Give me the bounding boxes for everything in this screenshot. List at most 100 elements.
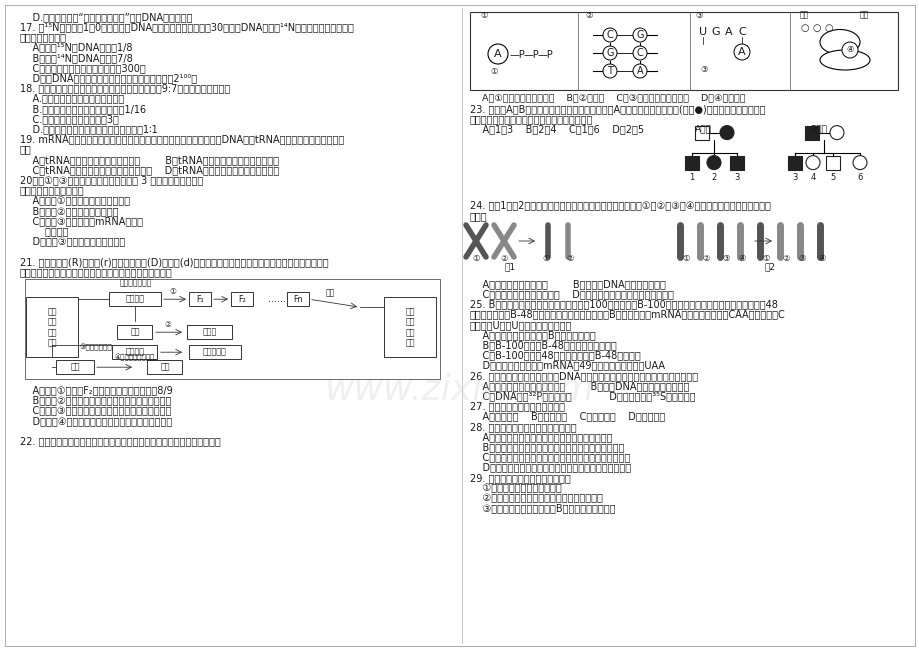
- Text: 28. 下列关于生物进化的说法正确的是: 28. 下列关于生物进化的说法正确的是: [470, 422, 576, 432]
- Text: 植株: 植株: [160, 363, 170, 372]
- Text: D．小肠细胞中编辑后mRNA的49位密码子是终止密码UAA: D．小肠细胞中编辑后mRNA的49位密码子是终止密码UAA: [470, 361, 664, 370]
- Text: 6: 6: [857, 173, 862, 182]
- Text: ①: ①: [681, 254, 688, 263]
- Text: ③胰岛素分泌增多对胰岛素B细胞分泌活动的影响: ③胰岛素分泌增多对胰岛素B细胞分泌活动的影响: [470, 503, 615, 514]
- Text: 向右移动: 向右移动: [20, 226, 68, 236]
- Text: A: A: [724, 27, 732, 37]
- Text: ②: ②: [781, 254, 789, 263]
- Bar: [470, 12, 897, 90]
- Text: D.仲代紫花植株的测交后代紫花：白花＝1∶1: D.仲代紫花植株的测交后代紫花：白花＝1∶1: [20, 124, 157, 134]
- Text: 20．图①～③分别表示人体细胞中发生的 3 种生物大分子的合成: 20．图①～③分别表示人体细胞中发生的 3 种生物大分子的合成: [20, 175, 203, 185]
- Text: ①: ①: [471, 254, 479, 263]
- Text: ①: ①: [169, 287, 176, 296]
- Text: A．①一腐嘉呤核糖核苷酸    B．②一腐苷    C．③一腐嘉呤脱氧核苷酸    D．④一腐嘉呤: A．①一腐嘉呤核糖核苷酸 B．②一腐苷 C．③一腐嘉呤脱氧核苷酸 D．④一腐嘉呤: [470, 93, 744, 102]
- Text: A．1和3    B．2和4    C．1和6    D．2和5: A．1和3 B．2和4 C．1和6 D．2和5: [470, 124, 643, 135]
- Text: G: G: [636, 30, 643, 40]
- Text: ①: ①: [541, 254, 550, 263]
- Text: Fn: Fn: [293, 295, 302, 304]
- Circle shape: [487, 44, 507, 64]
- Text: B．含有¹⁴N的DNA分子兠7/8: B．含有¹⁴N的DNA分子兠7/8: [20, 53, 132, 62]
- Text: 24. 下图1、图2表示某种生物的两种染色体行为示意图，其中①和②、③和④互为同源染色体，图两图所示: 24. 下图1、图2表示某种生物的两种染色体行为示意图，其中①和②、③和④互为同…: [470, 201, 770, 211]
- Text: 5: 5: [830, 173, 834, 182]
- Text: A．过程①发生的主要场所是细胞质: A．过程①发生的主要场所是细胞质: [20, 195, 130, 206]
- Text: A: A: [737, 47, 745, 57]
- Circle shape: [602, 28, 617, 42]
- Text: C．tRNA不是定转变，氨基酸不是定转变    D．tRNA不是定转变，氨基酸确定转变: C．tRNA不是定转变，氨基酸不是定转变 D．tRNA不是定转变，氨基酸确定转变: [20, 165, 279, 175]
- FancyBboxPatch shape: [147, 360, 182, 374]
- FancyBboxPatch shape: [188, 292, 210, 306]
- Text: ○: ○: [823, 23, 833, 33]
- Text: 26. 噬菌体侵染细菌试验证明登DNA是遗传物质，该试验成功的关键是由于噬菌体: 26. 噬菌体侵染细菌试验证明登DNA是遗传物质，该试验成功的关键是由于噬菌体: [470, 371, 698, 381]
- Text: 图1: 图1: [504, 262, 515, 271]
- Text: 过程，下列叙述正确的是: 过程，下列叙述正确的是: [20, 186, 85, 195]
- Text: 21. 番茂的抗病(R)对感病(r)为显性，高秆(D)对矮秆(d)为显性，两对等位基因独立遗传。现以下图所示的因: 21. 番茂的抗病(R)对感病(r)为显性，高秆(D)对矮秆(d)为显性，两对等…: [20, 256, 328, 267]
- Text: B．追食工业污染的铜锤伴侣细色基因频率确定向上升: B．追食工业污染的铜锤伴侣细色基因频率确定向上升: [470, 442, 624, 452]
- Text: 化是: 化是: [20, 145, 32, 154]
- Text: ①: ①: [480, 11, 487, 20]
- Circle shape: [829, 126, 843, 139]
- FancyBboxPatch shape: [231, 292, 253, 306]
- Text: F₂: F₂: [238, 295, 245, 304]
- Text: A．均为染色体结构变异        B．均涉双DNA链的断开和重接: A．均为染色体结构变异 B．均涉双DNA链的断开和重接: [470, 279, 665, 289]
- Text: 25. B基因在人肝脏细胞中的表达产物是含100个氨基酸的B-100蛋白，育在小肠细胞中的表达产物是癄48: 25. B基因在人肝脏细胞中的表达产物是含100个氨基酸的B-100蛋白，育在小…: [470, 299, 777, 309]
- Text: 叶肉细胞: 叶肉细胞: [125, 348, 144, 357]
- Text: 图2: 图2: [764, 262, 775, 271]
- Text: 单倍体: 单倍体: [203, 327, 217, 337]
- Text: 17. 用¹⁵N标记含有1 0个碑基对的DNA分子，其中有腐嘉呤〰30个，违DNA分子在¹⁴N的培育基中连续复制四: 17. 用¹⁵N标记含有1 0个碑基对的DNA分子，其中有腐嘉呤〰30个，违DN…: [20, 22, 354, 32]
- Text: A．过程①产生的F₂高秆抗病植株中杂合子兠8/9: A．过程①产生的F₂高秆抗病植株中杂合子兠8/9: [20, 385, 173, 395]
- FancyBboxPatch shape: [187, 326, 233, 339]
- Text: 19. mRNA上打算氨基酸的某个密码子的一个碑基发生替换，则识别违DNA子的tRNA及转运的氨基酸发生的变: 19. mRNA上打算氨基酸的某个密码子的一个碑基发生替换，则识别违DNA子的t…: [20, 134, 344, 145]
- Text: B．过程②常用确定浓度的秋水仙素处理单倍体种子: B．过程②常用确定浓度的秋水仙素处理单倍体种子: [20, 395, 171, 406]
- Text: 3: 3: [733, 173, 739, 182]
- Text: ②: ②: [701, 254, 709, 263]
- Text: 种育种方法猎取纯合高秆抗病番茂植株，下列叙述正确的是: 种育种方法猎取纯合高秆抗病番茂植株，下列叙述正确的是: [20, 267, 173, 277]
- Text: —P: —P: [524, 50, 539, 60]
- Ellipse shape: [819, 29, 859, 55]
- Text: 与纯合矮秆抗病: 与纯合矮秆抗病: [119, 278, 153, 287]
- Circle shape: [632, 46, 646, 60]
- Text: G: G: [711, 27, 720, 37]
- Text: C: C: [737, 27, 745, 37]
- Ellipse shape: [819, 50, 869, 70]
- Text: 27. 生态系统多样性形成的缘由是: 27. 生态系统多样性形成的缘由是: [470, 402, 564, 411]
- Circle shape: [602, 64, 617, 78]
- Text: 种子: 种子: [70, 363, 80, 372]
- Text: 缘由调换了一个孩子，请确定调换的两个孩子是: 缘由调换了一个孩子，请确定调换的两个孩子是: [470, 115, 593, 124]
- Text: —P: —P: [538, 50, 553, 60]
- Text: 植株杂交: 植株杂交: [125, 295, 144, 304]
- Text: C．消耗游离的腐嘉呤脱氧核苷酸300个: C．消耗游离的腐嘉呤脱氧核苷酸300个: [20, 63, 145, 73]
- Text: B．B-100蛋白和B-48蛋白的空间结构不同: B．B-100蛋白和B-48蛋白的空间结构不同: [470, 340, 616, 350]
- Text: A: A: [494, 49, 501, 59]
- Text: ○: ○: [811, 23, 821, 33]
- Text: 转基因植株: 转基因植株: [203, 348, 227, 357]
- Text: 纯合
高秆
感病
植株: 纯合 高秆 感病 植株: [47, 307, 57, 347]
- Text: ③: ③: [721, 254, 729, 263]
- Circle shape: [720, 126, 733, 139]
- Bar: [685, 156, 698, 170]
- Circle shape: [841, 42, 857, 58]
- FancyBboxPatch shape: [118, 326, 153, 339]
- Circle shape: [632, 64, 646, 78]
- Text: D.格里非斯通过“肺炎双球菌试验”证明DNA是遗传物质: D.格里非斯通过“肺炎双球菌试验”证明DNA是遗传物质: [20, 12, 192, 22]
- Text: ①: ①: [490, 67, 497, 76]
- Text: D．违DNA分子中的脱氧核苷酸排列按次数最多有2¹⁰⁰种: D．违DNA分子中的脱氧核苷酸排列按次数最多有2¹⁰⁰种: [20, 73, 197, 83]
- Circle shape: [852, 156, 866, 170]
- Circle shape: [805, 156, 819, 170]
- Text: A．一般来说环境变化越剧烈则物种进化速度越慢: A．一般来说环境变化越剧烈则物种进化速度越慢: [470, 432, 612, 442]
- Text: 23. 下图是A、B两个家庭的红绿色盲遗传系谱图，A家庭的母亲是色盲患者(图中●)，这两个家庭由于某种: 23. 下图是A、B两个家庭的红绿色盲遗传系谱图，A家庭的母亲是色盲患者(图中●…: [470, 104, 765, 114]
- Text: ④: ④: [845, 46, 853, 55]
- Text: A．侵染细菌会裂解细菌细胞膜        B．只有DNA进入大肠杆菌细胞中: A．侵染细菌会裂解细菌细胞膜 B．只有DNA进入大肠杆菌细胞中: [470, 381, 688, 391]
- Text: ①运动强度对汗腺分泌的影响: ①运动强度对汗腺分泌的影响: [470, 483, 562, 493]
- Text: C．过程③中核糖体在mRNA上由左: C．过程③中核糖体在mRNA上由左: [20, 216, 142, 226]
- Text: A家庭: A家庭: [694, 124, 711, 133]
- Text: ②细胞外液渗透压上升刺激大脑皮层形成渴觉: ②细胞外液渗透压上升刺激大脑皮层形成渴觉: [470, 493, 602, 503]
- Text: ②: ②: [565, 254, 573, 263]
- Text: U: U: [698, 27, 707, 37]
- Text: 纯合
高秆
抗病
植株: 纯合 高秆 抗病 植株: [404, 307, 414, 347]
- Text: T: T: [607, 66, 612, 76]
- FancyBboxPatch shape: [108, 292, 161, 306]
- Circle shape: [632, 28, 646, 42]
- Text: 4: 4: [810, 173, 815, 182]
- FancyBboxPatch shape: [56, 360, 94, 374]
- Text: 22. 在下列四种化合物的化学组成中，与图圆中内容所对应的名称相符的是: 22. 在下列四种化合物的化学组成中，与图圆中内容所对应的名称相符的是: [20, 436, 221, 446]
